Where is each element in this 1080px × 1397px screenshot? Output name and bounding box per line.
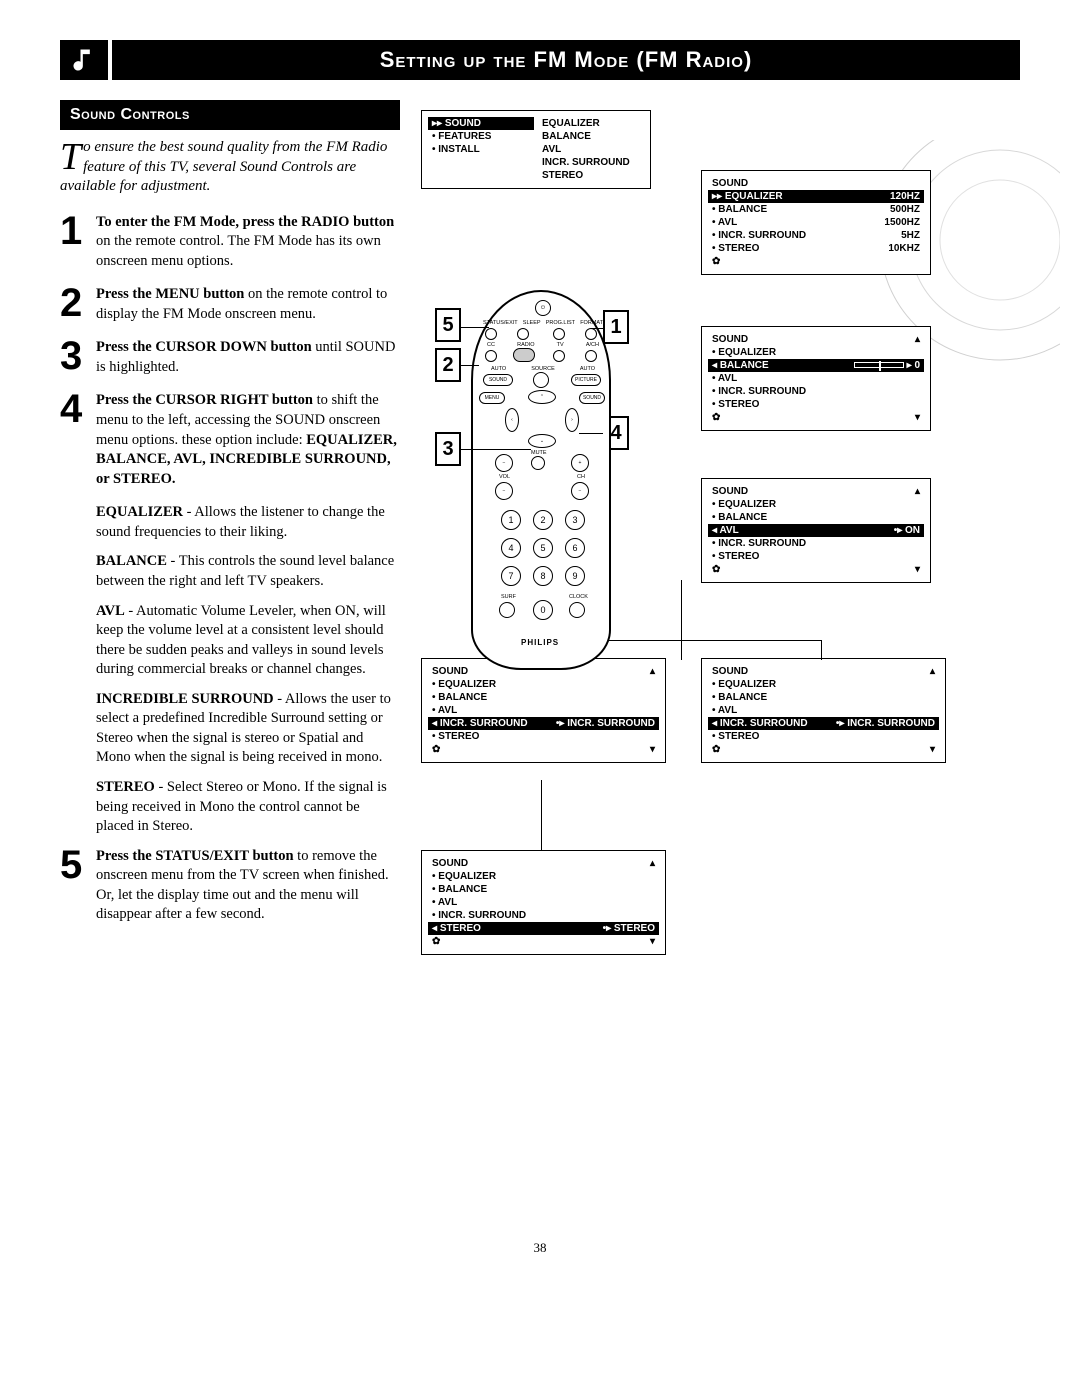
num-2-button[interactable]: 2 [533,510,553,530]
cursor-left-button[interactable]: ‹ [505,408,519,432]
sleep-button[interactable] [517,328,529,340]
mute-button[interactable] [531,456,545,470]
step-2: 2 Press the MENU button on the remote co… [60,285,400,324]
page-number: 38 [60,1240,1020,1256]
step-2-number: 2 [60,285,96,324]
intro-text: o ensure the best sound quality from the… [60,139,387,194]
num-9-button[interactable]: 9 [565,566,585,586]
remote-control: ⏻ STATUS/EXITSLEEPPROG.LISTFORMAT CCRADI… [471,290,631,670]
connector-line [681,580,682,660]
step-1-number: 1 [60,213,96,272]
step-1-body: To enter the FM Mode, press the RADIO bu… [96,213,400,272]
num-8-button[interactable]: 8 [533,566,553,586]
vol-up-button[interactable]: − [495,482,513,500]
auto-picture-button[interactable]: PICTURE [571,374,601,386]
step-3-body: Press the CURSOR DOWN button until SOUND… [96,338,400,377]
source-button[interactable] [533,372,549,388]
tv-button[interactable] [553,350,565,362]
num-6-button[interactable]: 6 [565,538,585,558]
cursor-up-button[interactable]: ⌃ [528,390,556,404]
connector-line [541,780,542,850]
menu-incr-surround-a: SOUND▴ • EQUALIZER • BALANCE • AVL ◂ INC… [421,658,666,763]
page-title: Setting up the FM Mode (FM Radio) [112,40,1020,80]
diagram-column: ▸▸ SOUND • FEATURES • INSTALL EQUALIZER … [420,100,1020,1200]
step-5-body: Press the STATUS/EXIT button to remove t… [96,847,400,925]
ch-up-button[interactable]: + [571,454,589,472]
menu-equalizer: SOUND ▸▸ EQUALIZER120HZ • BALANCE500HZ •… [701,170,931,275]
intro-dropcap: T [60,140,81,174]
vol-down-button[interactable]: − [495,454,513,472]
intro-paragraph: To ensure the best sound quality from th… [60,138,400,197]
format-button[interactable] [585,328,597,340]
ch-down-button[interactable]: − [571,482,589,500]
step-1: 1 To enter the FM Mode, press the RADIO … [60,213,400,272]
step-3: 3 Press the CURSOR DOWN button until SOU… [60,338,400,377]
section-subheader: Sound Controls [60,100,400,130]
num-0-button[interactable]: 0 [533,600,553,620]
brand-label: PHILIPS [521,638,559,647]
menu-balance: SOUND▴ • EQUALIZER ◂ BALANCE ▸ 0 • AVL •… [701,326,931,431]
callout-3: 3 [435,432,461,466]
cursor-down-button[interactable]: ⌄ [528,434,556,448]
cc-button[interactable] [485,350,497,362]
step-4: 4 Press the CURSOR RIGHT button to shift… [60,391,400,489]
menu-stereo: SOUND▴ • EQUALIZER • BALANCE • AVL • INC… [421,850,666,955]
cursor-right-button[interactable]: › [565,408,579,432]
step-4-body: Press the CURSOR RIGHT button to shift t… [96,391,400,489]
num-1-button[interactable]: 1 [501,510,521,530]
step-4-detail-4: STEREO - Select Stereo or Mono. If the s… [96,778,400,837]
step-3-number: 3 [60,338,96,377]
step-4-detail-1: BALANCE - This controls the sound level … [96,552,400,591]
menu-button[interactable]: MENU [479,392,505,404]
num-3-button[interactable]: 3 [565,510,585,530]
instructions-column: Sound Controls To ensure the best sound … [60,100,400,1200]
step-4-detail-3: INCREDIBLE SURROUND - Allows the user to… [96,690,400,768]
proglist-button[interactable] [553,328,565,340]
status-exit-button[interactable] [485,328,497,340]
num-7-button[interactable]: 7 [501,566,521,586]
menu-main: ▸▸ SOUND • FEATURES • INSTALL EQUALIZER … [421,110,651,189]
callout-5: 5 [435,308,461,342]
sound-button[interactable]: SOUND [579,392,605,404]
connector-line [821,640,822,660]
power-button[interactable]: ⏻ [535,300,551,316]
step-5: 5 Press the STATUS/EXIT button to remove… [60,847,400,925]
step-4-detail-2: AVL - Automatic Volume Leveler, when ON,… [96,602,400,680]
music-icon [60,40,108,80]
clock-button[interactable] [569,602,585,618]
menu-incr-surround-b: SOUND▴ • EQUALIZER • BALANCE • AVL ◂ INC… [701,658,946,763]
step-4-number: 4 [60,391,96,489]
auto-sound-button[interactable]: SOUND [483,374,513,386]
ach-button[interactable] [585,350,597,362]
callout-2: 2 [435,348,461,382]
page-header: Setting up the FM Mode (FM Radio) [60,40,1020,80]
step-4-detail-0: EQUALIZER - Allows the listener to chang… [96,503,400,542]
radio-button[interactable] [513,348,535,362]
surf-button[interactable] [499,602,515,618]
menu-avl: SOUND▴ • EQUALIZER • BALANCE ◂ AVL•▸ ON … [701,478,931,583]
num-5-button[interactable]: 5 [533,538,553,558]
step-5-number: 5 [60,847,96,925]
step-2-body: Press the MENU button on the remote cont… [96,285,400,324]
num-4-button[interactable]: 4 [501,538,521,558]
